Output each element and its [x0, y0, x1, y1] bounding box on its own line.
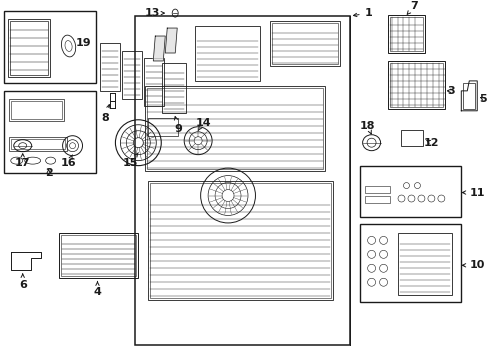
Bar [397, 233, 451, 295]
Bar [389, 17, 423, 51]
Text: 8: 8 [102, 104, 110, 123]
Text: 3: 3 [447, 86, 454, 96]
Bar [100, 43, 120, 91]
Text: 15: 15 [122, 153, 138, 168]
Bar [61, 235, 136, 276]
Bar [150, 183, 330, 298]
Polygon shape [165, 28, 177, 53]
Bar [359, 166, 460, 217]
Bar [10, 21, 47, 75]
Text: 7: 7 [407, 1, 417, 14]
Text: 17: 17 [15, 154, 30, 168]
Bar [147, 88, 322, 168]
Text: 19: 19 [76, 38, 91, 48]
Bar [387, 15, 425, 53]
Bar [11, 139, 64, 149]
Bar [59, 233, 138, 278]
Bar [162, 63, 186, 113]
Text: 14: 14 [195, 118, 210, 131]
Bar [144, 58, 164, 106]
Bar [4, 11, 96, 83]
Text: 12: 12 [423, 138, 438, 148]
Bar [389, 63, 443, 107]
Bar [359, 224, 460, 302]
Text: 1: 1 [353, 8, 371, 18]
Bar [8, 19, 49, 77]
Bar [271, 23, 337, 64]
Text: 10: 10 [462, 260, 484, 270]
Text: 5: 5 [478, 94, 486, 104]
Text: 13: 13 [144, 8, 160, 18]
Text: 2: 2 [45, 168, 52, 177]
Bar [364, 195, 389, 203]
Bar [401, 130, 423, 146]
Bar [135, 16, 349, 345]
Text: 11: 11 [462, 188, 484, 198]
Text: 9: 9 [174, 117, 182, 134]
Bar [9, 99, 63, 121]
Bar [148, 118, 178, 136]
Bar [145, 86, 324, 171]
Bar [364, 185, 389, 193]
Bar [4, 91, 96, 172]
Bar [11, 101, 61, 119]
Polygon shape [153, 36, 165, 61]
Bar [9, 137, 66, 151]
Bar [387, 61, 445, 109]
Text: 16: 16 [61, 155, 76, 168]
Bar [195, 26, 260, 81]
Text: 18: 18 [359, 121, 375, 134]
Bar [269, 21, 339, 66]
Bar [462, 83, 474, 109]
Text: 4: 4 [93, 282, 101, 297]
Text: 6: 6 [19, 274, 26, 290]
Bar [122, 51, 142, 99]
Bar [148, 181, 332, 300]
